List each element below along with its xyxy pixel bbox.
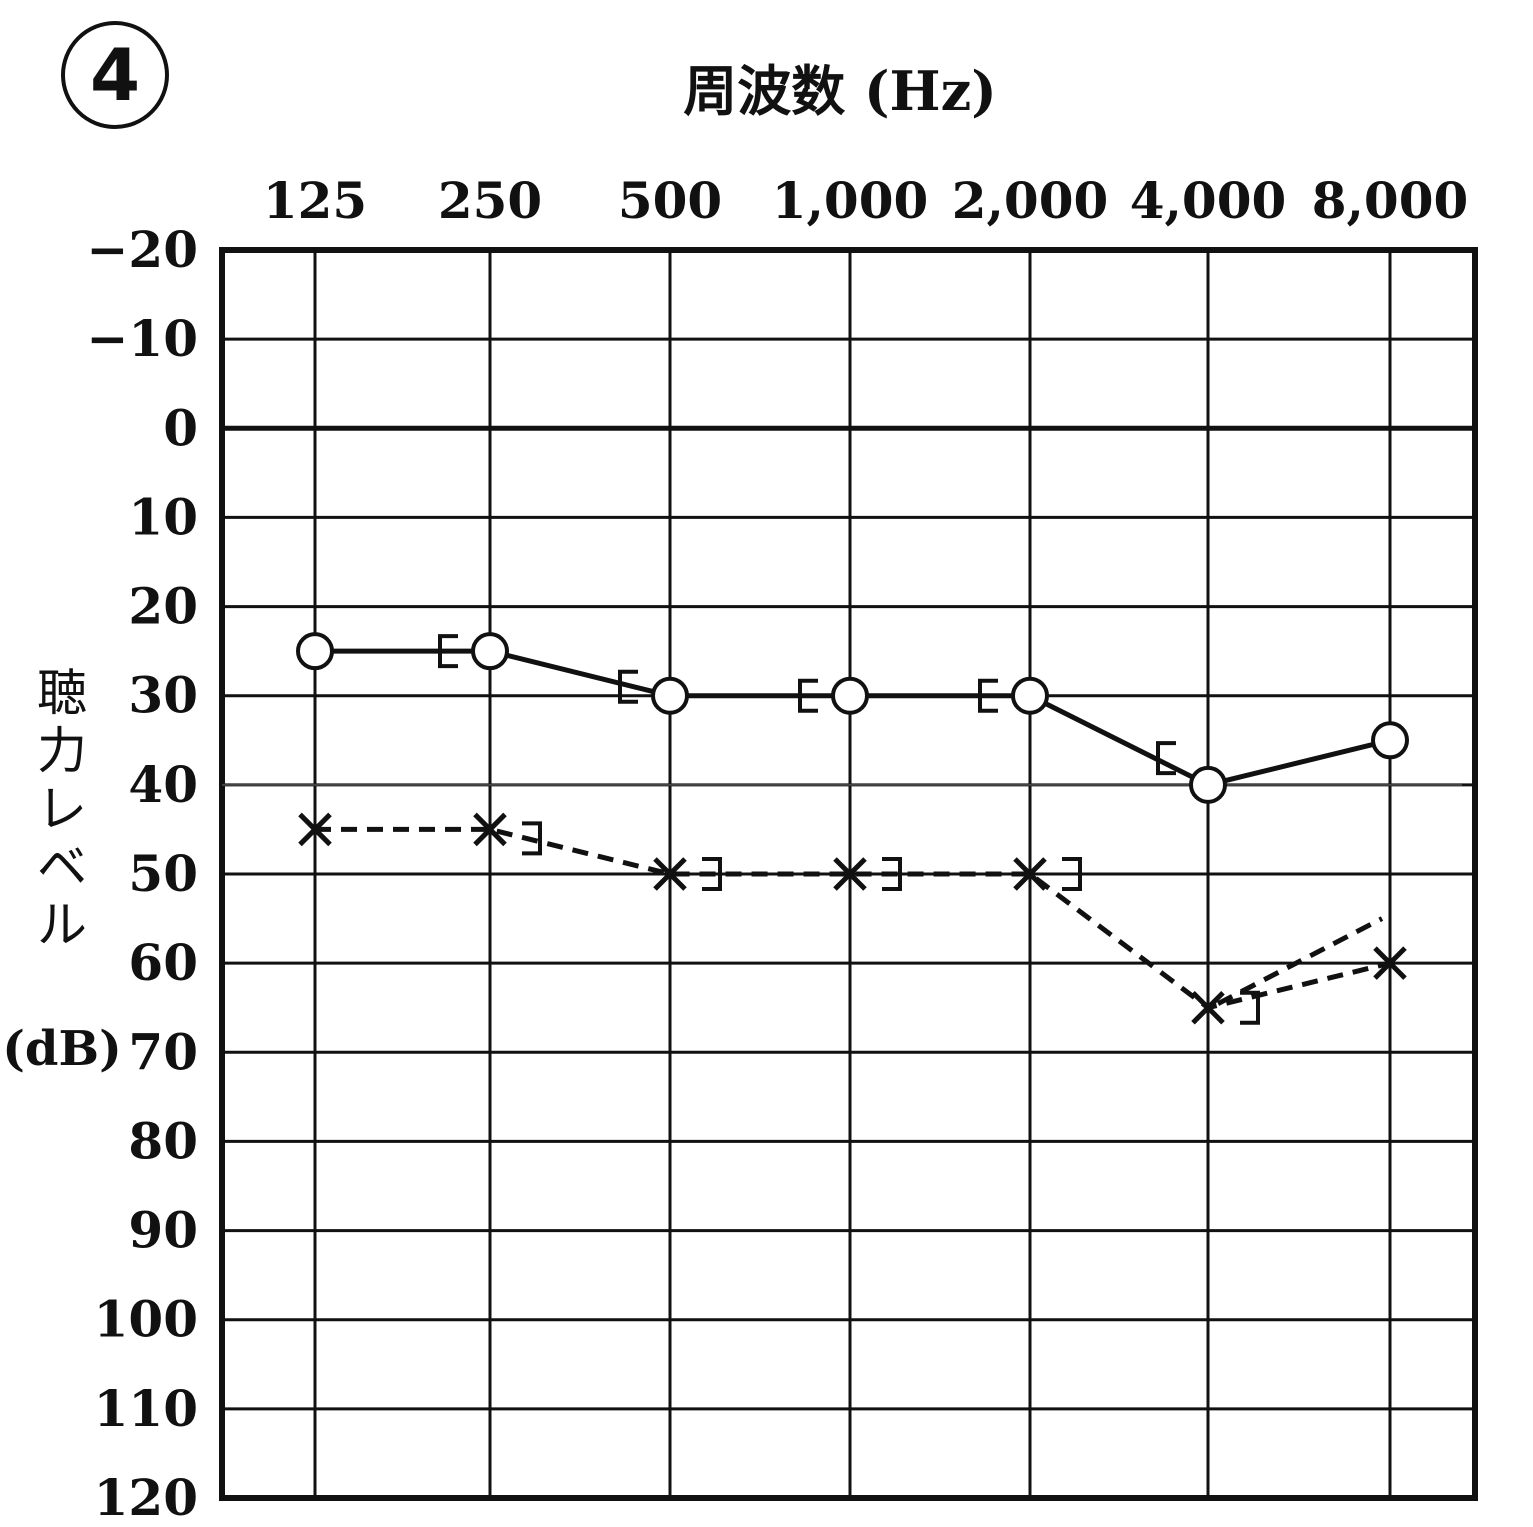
series-layer <box>296 632 1409 1025</box>
y-tick-label: 50 <box>128 844 198 903</box>
point-cross <box>1373 946 1407 980</box>
series-line-circle <box>315 648 1391 788</box>
x-tick-label: 8,000 <box>1312 171 1469 230</box>
x-tick-label: 125 <box>263 171 367 230</box>
point-bracket-right <box>1240 990 1260 1025</box>
point-circle <box>1011 676 1049 715</box>
series-line-cross-extension <box>1216 916 1384 1006</box>
point-bracket-left <box>798 678 818 713</box>
point-cross <box>298 812 332 847</box>
x-tick-label: 2,000 <box>952 171 1109 230</box>
point-bracket-right <box>1062 857 1082 891</box>
y-axis-label-char: 聴 <box>37 664 87 722</box>
point-circle <box>296 632 334 671</box>
y-tick-label: 40 <box>128 755 198 814</box>
y-tick-label: 100 <box>94 1290 198 1349</box>
x-tick-label: 250 <box>438 171 542 230</box>
panel-number: 4 <box>90 33 140 117</box>
y-tick-label: 60 <box>128 933 198 992</box>
x-tick-label: 500 <box>618 171 722 230</box>
point-circle <box>1189 765 1227 804</box>
point-bracket-left <box>618 669 638 704</box>
plot-frame <box>219 247 1478 1501</box>
y-tick-label: 120 <box>94 1468 198 1527</box>
point-bracket-left <box>438 634 458 669</box>
y-tick-label: 20 <box>128 577 198 636</box>
y-tick-labels: −20 −10 0 10 20 30 40 50 60 70 80 90 100 110 120 <box>87 220 198 1527</box>
point-cross <box>1013 857 1047 891</box>
y-axis-unit: (dB) <box>2 1021 122 1077</box>
point-circle <box>831 676 869 715</box>
y-tick-label: −10 <box>87 309 198 368</box>
point-cross <box>833 857 867 891</box>
point-circle <box>471 632 509 671</box>
chart-grid <box>219 247 1478 1501</box>
x-tick-label: 1,000 <box>772 171 929 230</box>
x-tick-labels: 125 250 500 1,000 2,000 4,000 8,000 <box>263 171 1468 230</box>
point-cross <box>1191 990 1225 1025</box>
y-tick-label: 0 <box>163 398 198 457</box>
panel-number-circle <box>61 21 169 129</box>
y-axis-label-char: 力 <box>37 722 87 780</box>
y-tick-label: 110 <box>94 1379 198 1438</box>
point-cross <box>473 812 507 847</box>
y-tick-label: 70 <box>128 1022 198 1081</box>
y-tick-label: 80 <box>128 1111 198 1170</box>
point-bracket-left <box>1156 741 1176 776</box>
y-tick-label: 90 <box>128 1201 198 1260</box>
point-bracket-right <box>702 857 722 891</box>
point-circle <box>1371 721 1409 760</box>
y-axis-label-char: ベ <box>37 838 87 896</box>
point-bracket-left <box>978 678 998 713</box>
series-line-cross <box>315 826 1391 1011</box>
y-axis-label-char: レ <box>37 780 87 838</box>
point-cross <box>653 857 687 891</box>
point-bracket-right <box>882 857 902 891</box>
x-axis-title: 周波数 (Hz) <box>683 59 997 123</box>
x-tick-label: 4,000 <box>1130 171 1287 230</box>
point-bracket-right <box>522 821 542 856</box>
point-circle <box>651 676 689 715</box>
y-tick-label: 30 <box>128 666 198 725</box>
y-tick-label: 10 <box>128 487 198 546</box>
y-tick-label: −20 <box>87 220 198 279</box>
y-axis-label-char: ル <box>37 896 87 954</box>
